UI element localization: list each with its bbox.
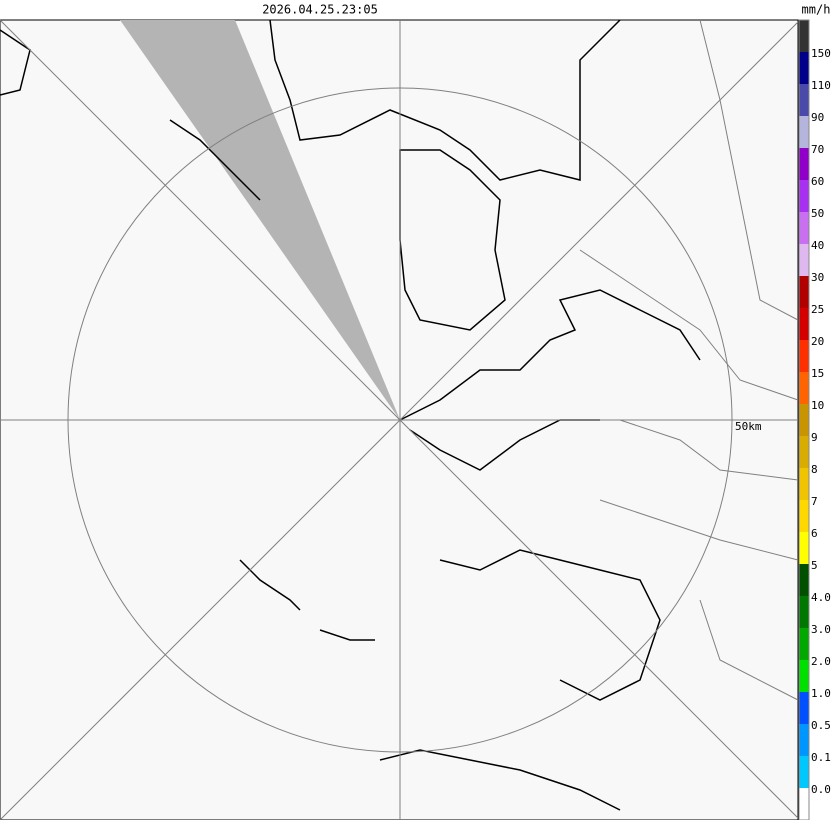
legend-label: 5 — [811, 559, 818, 572]
legend-swatch — [799, 52, 809, 84]
legend-label: 0.0 — [811, 783, 831, 796]
legend-label: 7 — [811, 495, 818, 508]
legend-swatch — [799, 468, 809, 500]
legend-swatch — [799, 84, 809, 116]
legend-swatch — [799, 436, 809, 468]
legend-label: 2.0 — [811, 655, 831, 668]
legend-swatch — [799, 788, 809, 820]
legend-swatch — [799, 596, 809, 628]
legend-label: 3.0 — [811, 623, 831, 636]
legend-label: 90 — [811, 111, 824, 124]
legend-unit: mm/h — [802, 3, 831, 17]
legend-swatch — [799, 148, 809, 180]
legend-label: 6 — [811, 527, 818, 540]
legend-swatch — [799, 500, 809, 532]
legend-swatch — [799, 724, 809, 756]
legend-label: 15 — [811, 367, 824, 380]
legend-label: 1.0 — [811, 687, 831, 700]
legend-label: 60 — [811, 175, 824, 188]
legend-label: 150 — [811, 47, 831, 60]
legend-swatch — [799, 244, 809, 276]
legend-swatch — [799, 756, 809, 788]
legend-swatch — [799, 628, 809, 660]
legend-label: 30 — [811, 271, 824, 284]
legend-swatch — [799, 116, 809, 148]
legend-label: 20 — [811, 335, 824, 348]
legend-label: 25 — [811, 303, 824, 316]
legend-label: 110 — [811, 79, 831, 92]
legend-label: 0.5 — [811, 719, 831, 732]
legend-swatch — [799, 20, 809, 52]
legend: 150 110 90 70 60 50 40 30 25 20 15 10 9 8 7 6 5 4.0 3.0 2.0… — [798, 19, 831, 821]
legend-label: 40 — [811, 239, 824, 252]
legend-label: 70 — [811, 143, 824, 156]
legend-swatch — [799, 404, 809, 436]
legend-swatch — [799, 372, 809, 404]
legend-swatch — [799, 340, 809, 372]
legend-swatch — [799, 532, 809, 564]
legend-label: 4.0 — [811, 591, 831, 604]
legend-label: 8 — [811, 463, 818, 476]
legend-label: 0.1 — [811, 751, 831, 764]
admin-borders — [579, 19, 799, 701]
legend-label: 50 — [811, 207, 824, 220]
legend-swatch — [799, 660, 809, 692]
legend-label: 9 — [811, 431, 818, 444]
timestamp: 2026.04.25.23:05 — [262, 3, 378, 17]
legend-swatch — [799, 180, 809, 212]
legend-swatch — [799, 212, 809, 244]
legend-swatch — [799, 308, 809, 340]
legend-label: 10 — [811, 399, 824, 412]
range-grid — [0, 19, 799, 821]
legend-swatch — [799, 276, 809, 308]
beam-block-wedge — [120, 20, 400, 420]
range-label: 50km — [735, 420, 762, 433]
legend-swatch — [799, 564, 809, 596]
legend-swatch — [799, 692, 809, 724]
